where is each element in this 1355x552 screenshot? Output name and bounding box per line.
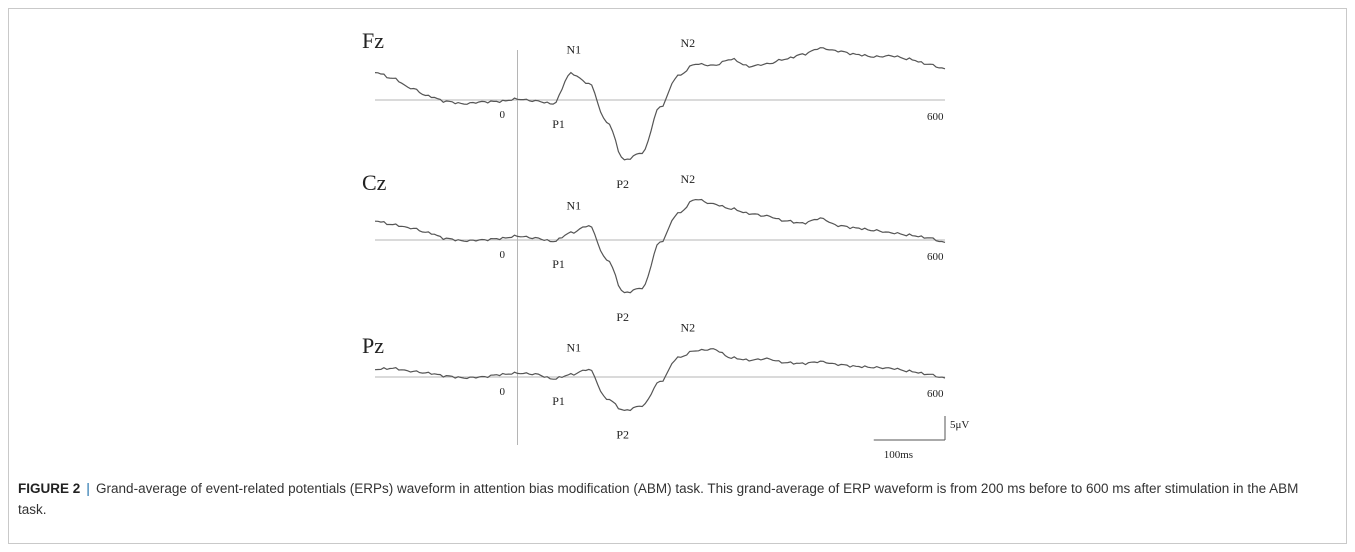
cz-peak-p2: P2 bbox=[616, 310, 629, 324]
scale-bar-voltage-label: 5μV bbox=[950, 419, 969, 431]
caption-separator: | bbox=[86, 481, 91, 496]
cz-peak-n1: N1 bbox=[567, 198, 582, 212]
fz-zero-label: 0 bbox=[500, 109, 506, 121]
pz-zero-label: 0 bbox=[500, 386, 506, 398]
erp-figure: Fz 0 600 P1 N1 P2 N2 Cz 0 600 P1 N1 P2 N2 Pz 0 600 P1 N1 P2… bbox=[362, 28, 969, 461]
pz-peak-p1: P1 bbox=[552, 394, 565, 408]
pz-channel-label: Pz bbox=[362, 333, 384, 358]
cz-peak-n2: N2 bbox=[681, 172, 696, 186]
cz-waveform bbox=[374, 198, 946, 294]
fz-peak-p2: P2 bbox=[616, 177, 629, 191]
fz-channel-label: Fz bbox=[362, 28, 384, 53]
erp-chart: Fz 0 600 P1 N1 P2 N2 Cz 0 600 P1 N1 P2 N2 Pz 0 600 P1 N1 P2… bbox=[362, 28, 969, 461]
pz-peak-p2: P2 bbox=[616, 428, 629, 442]
pz-peak-n2: N2 bbox=[681, 320, 696, 334]
cz-end-label: 600 bbox=[927, 251, 944, 263]
cz-peak-p1: P1 bbox=[552, 257, 565, 271]
cz-zero-label: 0 bbox=[500, 249, 506, 261]
pz-peak-n1: N1 bbox=[567, 341, 582, 355]
figure-frame bbox=[8, 8, 1347, 544]
pz-waveform bbox=[374, 348, 946, 412]
figure-caption: FIGURE 2 | Grand-average of event-related … bbox=[18, 478, 1328, 520]
fz-peak-n1: N1 bbox=[567, 43, 582, 57]
caption-text: Grand-average of event-related potential… bbox=[18, 481, 1299, 517]
fz-waveform bbox=[374, 47, 946, 161]
fz-end-label: 600 bbox=[927, 111, 944, 123]
fz-peak-n2: N2 bbox=[681, 36, 696, 50]
fz-peak-p1: P1 bbox=[552, 117, 565, 131]
scale-bar-time-label: 100ms bbox=[884, 449, 913, 461]
pz-end-label: 600 bbox=[927, 388, 944, 400]
cz-channel-label: Cz bbox=[362, 170, 387, 195]
figure-label: FIGURE 2 bbox=[18, 481, 81, 496]
